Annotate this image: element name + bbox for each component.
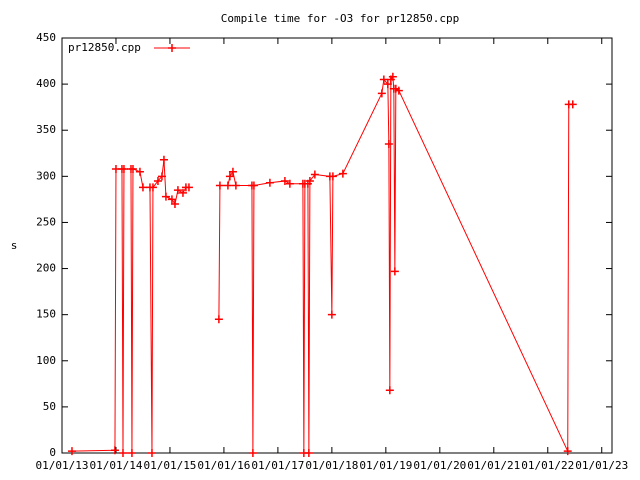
point-marker [147,449,156,457]
x-tick-label: 01/01/18 [305,459,358,472]
x-tick-label: 01/01/14 [89,459,142,472]
point-marker [225,172,234,181]
x-tick-label: 01/01/22 [521,459,574,472]
y-tick-label: 200 [36,262,56,275]
point-marker [161,192,170,201]
point-marker [338,169,347,178]
point-marker [568,100,577,109]
y-tick-label: 100 [36,354,56,367]
y-tick-label: 350 [36,123,56,136]
plot-border [61,37,613,454]
point-marker [119,164,128,173]
y-tick-label: 0 [49,446,56,459]
point-marker [214,315,223,324]
point-marker [388,72,397,81]
point-marker [384,140,393,149]
y-tick-label: 250 [36,215,56,228]
point-marker [249,181,258,190]
point-marker [135,167,144,176]
y-axis-label: s [11,239,18,252]
point-marker [563,447,572,456]
x-tick-label: 01/01/23 [575,459,628,472]
point-marker [170,200,179,208]
point-marker [128,164,137,173]
point-marker [248,449,257,457]
x-tick-label: 01/01/16 [197,459,250,472]
y-tick-label: 150 [36,308,56,321]
series-line [71,75,573,454]
point-marker [118,449,127,457]
point-marker [167,195,176,204]
point-marker [138,183,147,192]
legend-label: pr12850.cpp [68,41,141,54]
point-marker [157,172,166,181]
point-marker [385,386,394,395]
point-marker [223,181,232,190]
x-tick-label: 01/01/21 [467,459,520,472]
chart-title: Compile time for -O3 for pr12850.cpp [221,12,459,25]
point-marker [173,186,182,195]
x-tick-label: 01/01/13 [36,459,89,472]
point-marker [127,449,136,457]
point-marker [148,183,157,192]
point-marker [377,89,386,98]
point-marker [178,188,187,197]
point-marker [228,167,237,176]
point-marker [215,181,224,190]
x-tick-label: 01/01/19 [359,459,412,472]
legend-swatch-marker [168,44,176,52]
x-tick-label: 01/01/20 [413,459,466,472]
point-marker [265,178,274,187]
y-tick-label: 50 [43,400,56,413]
x-tick-label: 01/01/15 [143,459,196,472]
point-marker [383,80,392,89]
point-marker [310,170,319,179]
point-marker [390,267,399,276]
x-tick-label: 01/01/17 [251,459,304,472]
point-marker [153,176,162,185]
y-tick-label: 450 [36,31,56,44]
point-marker [327,310,336,319]
point-marker [159,155,168,164]
y-tick-label: 300 [36,169,56,182]
point-marker [394,86,403,95]
point-marker [304,449,313,457]
point-marker [328,172,337,181]
point-marker [285,179,294,188]
y-tick-label: 400 [36,77,56,90]
point-marker [110,446,119,455]
point-marker [280,176,289,185]
point-marker [379,75,388,84]
point-marker [305,176,314,185]
point-marker [67,447,76,456]
point-marker [184,183,193,192]
point-marker [231,181,240,190]
